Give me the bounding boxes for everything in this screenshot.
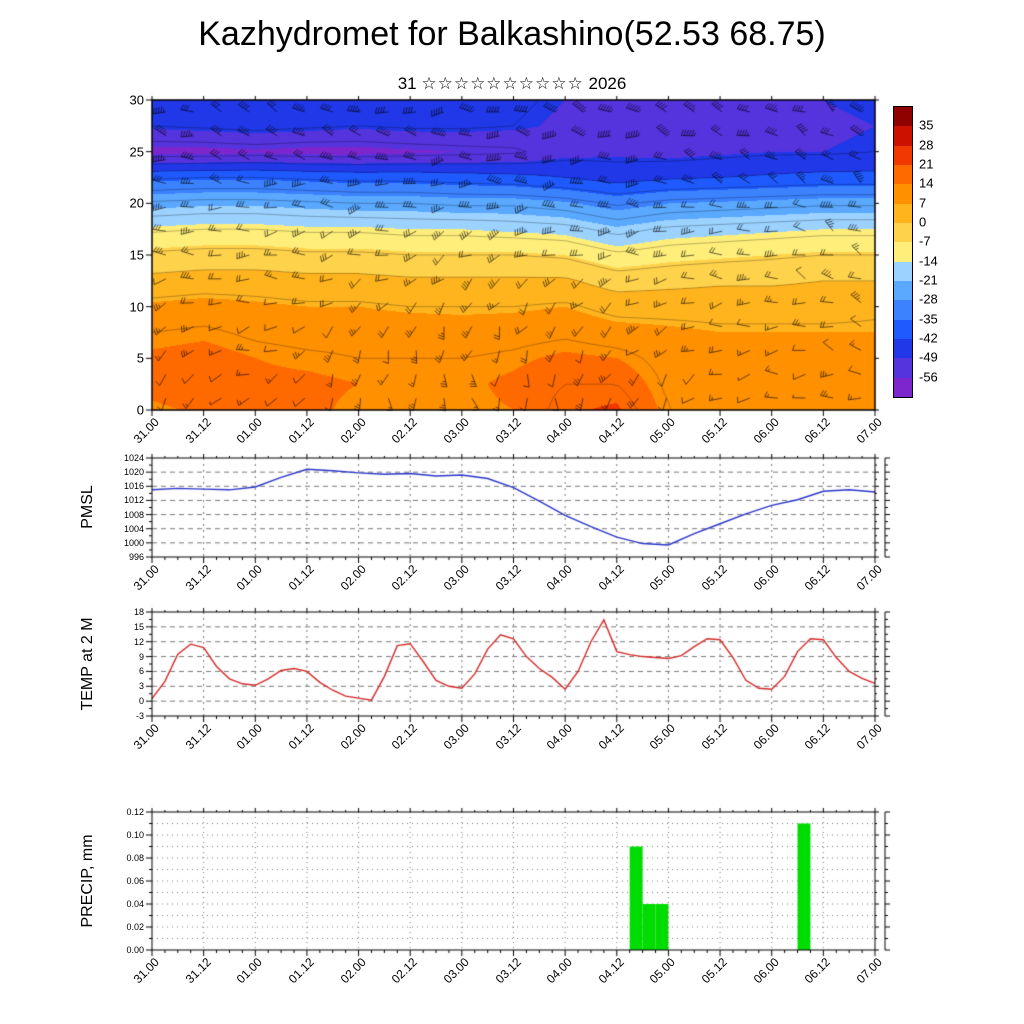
precip-ytick-label: 0.06 [126,876,144,886]
pmsl-ytick-label: 1020 [123,467,144,478]
colorbar-tick-label: -35 [919,311,938,327]
pmsl-ytick-label: 1000 [123,537,144,548]
temp_2m-ytick-label: 6 [138,666,144,677]
colorbar-block [894,338,912,359]
colorbar-tick-label: 35 [919,117,934,133]
temp_2m-ytick-label: 0 [138,696,144,707]
colorbar-tick-label: 0 [919,214,927,230]
colorbar-tick-label: -56 [919,369,938,385]
colorbar-block [894,145,912,165]
colorbar-block [894,280,912,301]
cross-section-ytick-label: 0 [136,402,144,418]
precip-ytick-label: 0.00 [126,945,144,955]
pmsl-ytick-label: 1012 [123,495,144,506]
precip-axis-title: PRECIP, mm [79,834,96,928]
precip-ytick-label: 0.08 [126,853,144,863]
colorbar-block [894,222,912,243]
temperature-colorbar [893,106,913,398]
colorbar-tick-label: -7 [919,233,931,249]
colorbar-block [894,203,912,223]
cross-section-ytick-label: 25 [129,144,144,160]
colorbar-block [894,319,912,339]
colorbar-tick-label: 7 [919,195,927,211]
precip-ytick-label: 0.02 [126,922,144,932]
colorbar-block [894,261,912,281]
temp_2m-ytick-label: 9 [138,651,144,662]
pmsl-ytick-label: 996 [128,552,144,562]
cross-section-ytick-label: 5 [136,350,144,366]
cross-section-ytick-label: 15 [129,247,144,263]
pmsl-axis-title: PMSL [79,485,96,529]
pmsl-ytick-label: 1016 [123,481,144,492]
pmsl-canvas [130,436,897,579]
colorbar-block [894,107,912,127]
colorbar-block [894,377,912,397]
cross-section-canvas [130,78,897,432]
colorbar-block [894,126,912,146]
pmsl-ytick-label: 1024 [123,453,144,463]
colorbar-block [894,358,912,378]
colorbar-tick-label: -42 [919,330,938,346]
cross-section-ytick-label: 10 [129,299,144,315]
temp_2m-ytick-label: 18 [133,607,144,617]
colorbar-tick-label: 14 [919,175,934,191]
precip-ytick-label: 0.10 [126,830,144,840]
cross-section-ytick-label: 30 [129,92,144,108]
colorbar-tick-label: -21 [919,272,938,288]
colorbar-block [894,164,912,185]
page-title: Kazhydromet for Balkashino(52.53 68.75) [198,15,826,53]
colorbar-tick-label: 21 [919,156,934,172]
colorbar-block [894,242,912,262]
temp_2m-ytick-label: -3 [135,711,144,721]
pmsl-ytick-label: 1008 [123,509,144,520]
colorbar-tick-label: -49 [919,349,938,365]
precip-ytick-label: 0.04 [126,899,144,909]
colorbar-tick-label: 28 [919,137,934,153]
cross-section-ytick-label: 20 [129,195,144,211]
pmsl-ytick-label: 1004 [123,523,144,534]
temp2m-axis-title: TEMP at 2 M [79,617,96,711]
colorbar-tick-label: -14 [919,253,938,269]
temp_2m-ytick-label: 15 [133,621,144,632]
temp_2m-ytick-label: 12 [133,636,144,647]
colorbar-block [894,300,912,320]
temp_2m-canvas [130,590,897,738]
temp_2m-ytick-label: 3 [138,681,144,692]
precip-ytick-label: 0.12 [126,807,144,817]
colorbar-block [894,184,912,204]
colorbar-tick-label: -28 [919,291,938,307]
precip-canvas [130,790,897,972]
